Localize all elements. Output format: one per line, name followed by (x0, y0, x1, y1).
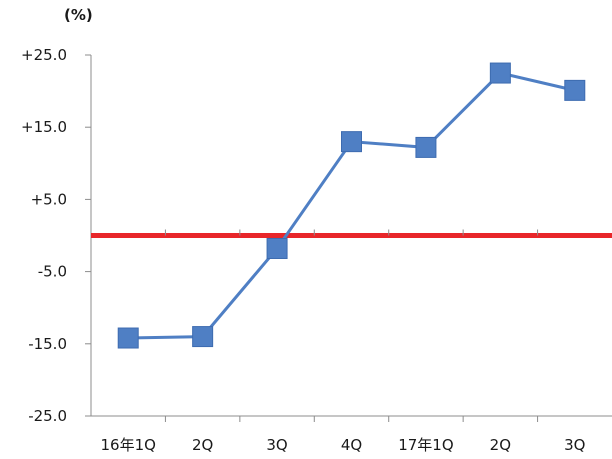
x-tick-label: 3Q (564, 436, 585, 454)
x-tick-label: 17年1Q (398, 436, 453, 454)
series-line (128, 71, 576, 340)
y-axis: +25.0 +15.0 +5.0 -5.0 -15.0 -25.0 (21, 46, 92, 425)
x-axis: 16年1Q 2Q 3Q 4Q 17年1Q 2Q 3Q (91, 415, 612, 454)
y-tick-label: +5.0 (31, 190, 67, 208)
data-point-marker (117, 327, 139, 349)
y-tick-label: +15.0 (21, 118, 67, 136)
data-point-marker (341, 131, 362, 153)
data-point-marker (266, 237, 288, 259)
y-unit-label: (%) (64, 6, 93, 24)
data-point-marker (192, 326, 214, 348)
y-tick-label: -15.0 (28, 335, 67, 353)
y-tick-label: -25.0 (28, 407, 67, 425)
x-tick-label: 16年1Q (100, 436, 155, 454)
x-tick-label: 2Q (490, 436, 511, 454)
x-tick-label: 4Q (341, 436, 362, 454)
zero-reference-line-group (91, 229, 612, 238)
y-tick-label: +25.0 (21, 46, 67, 64)
x-tick-label: 2Q (192, 436, 213, 454)
series-line-group (117, 62, 586, 349)
y-tick-label: -5.0 (38, 263, 67, 281)
x-tick-label: 3Q (266, 436, 287, 454)
data-point-marker (564, 79, 586, 101)
data-point-marker (489, 62, 511, 84)
data-point-marker (415, 136, 437, 158)
